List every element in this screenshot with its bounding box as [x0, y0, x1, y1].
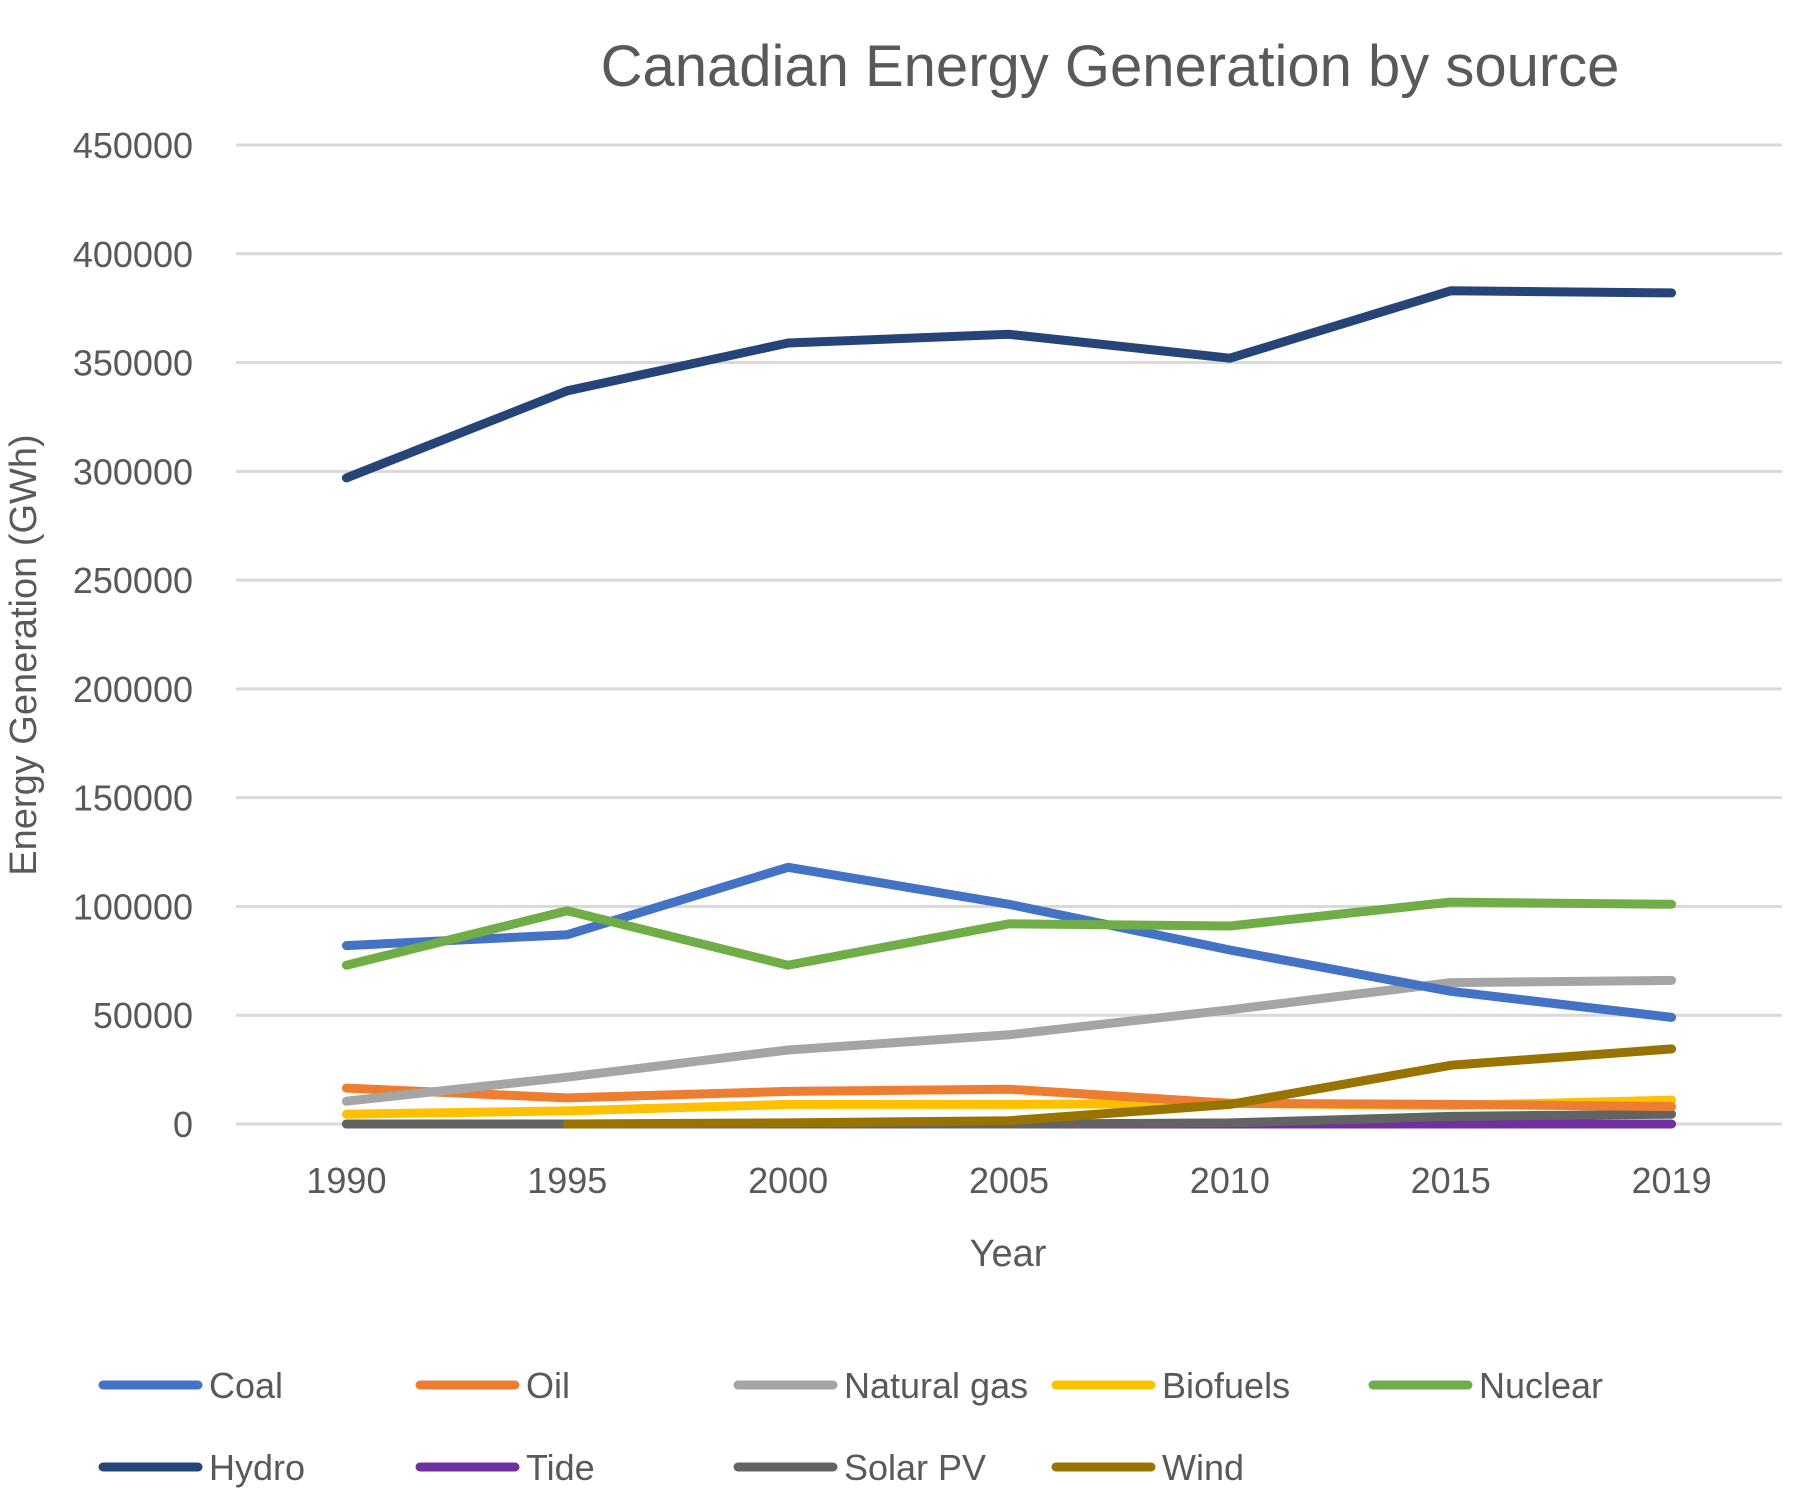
y-tick-label: 350000	[73, 343, 193, 384]
legend-item: Tide	[415, 1447, 595, 1488]
chart-title: Canadian Energy Generation by source	[601, 34, 1620, 99]
x-tick-label: 2005	[969, 1160, 1049, 1201]
legend-item: Coal	[98, 1365, 283, 1406]
y-tick-label: 200000	[73, 669, 193, 710]
legend-label: Biofuels	[1162, 1365, 1290, 1406]
series-lines	[341, 286, 1677, 1129]
legend-item: Hydro	[98, 1447, 305, 1488]
legend-label: Hydro	[209, 1447, 305, 1488]
y-tick-label: 100000	[73, 886, 193, 927]
y-axis-ticks: 0 50000 100000 150000 200000 250000 300000 3500…	[73, 125, 193, 1145]
x-tick-label: 1995	[527, 1160, 607, 1201]
series-line-coal	[341, 862, 1677, 1022]
x-tick-label: 2010	[1190, 1160, 1270, 1201]
legend-label: Wind	[1162, 1447, 1244, 1488]
legend-item: Oil	[415, 1365, 570, 1406]
y-axis-title: Energy Generation (GWh)	[3, 434, 45, 875]
y-tick-label: 300000	[73, 451, 193, 492]
series-line-oil	[341, 1083, 1677, 1112]
x-axis-title: Year	[970, 1233, 1047, 1275]
y-tick-label: 400000	[73, 234, 193, 275]
legend: Coal Oil Natural gas Biofuels Nuclear Hydro Ti…	[98, 1365, 1603, 1488]
x-tick-label: 1990	[306, 1160, 386, 1201]
legend-item: Solar PV	[733, 1447, 986, 1488]
legend-label: Oil	[526, 1365, 570, 1406]
x-tick-label: 2000	[748, 1160, 828, 1201]
y-tick-label: 50000	[93, 995, 193, 1036]
series-line-natural-gas	[341, 975, 1677, 1106]
x-tick-label: 2015	[1411, 1160, 1491, 1201]
series-line-hydro	[341, 286, 1677, 483]
legend-item: Natural gas	[733, 1365, 1028, 1406]
y-tick-label: 0	[173, 1104, 193, 1145]
y-tick-label: 450000	[73, 125, 193, 166]
x-axis-ticks: 1990 1995 2000 2005 2010 2015 2019	[306, 1160, 1711, 1201]
legend-label: Natural gas	[844, 1365, 1028, 1406]
legend-item: Wind	[1051, 1447, 1244, 1488]
y-tick-label: 150000	[73, 778, 193, 819]
legend-label: Coal	[209, 1365, 283, 1406]
y-tick-label: 250000	[73, 560, 193, 601]
legend-item: Biofuels	[1051, 1365, 1290, 1406]
gridlines	[236, 143, 1782, 1126]
series-line-wind	[562, 1044, 1677, 1129]
legend-label: Nuclear	[1479, 1365, 1603, 1406]
x-tick-label: 2019	[1632, 1160, 1712, 1201]
legend-label: Solar PV	[844, 1447, 986, 1488]
legend-label: Tide	[526, 1447, 595, 1488]
series-line-nuclear	[341, 897, 1677, 970]
legend-item: Nuclear	[1368, 1365, 1603, 1406]
